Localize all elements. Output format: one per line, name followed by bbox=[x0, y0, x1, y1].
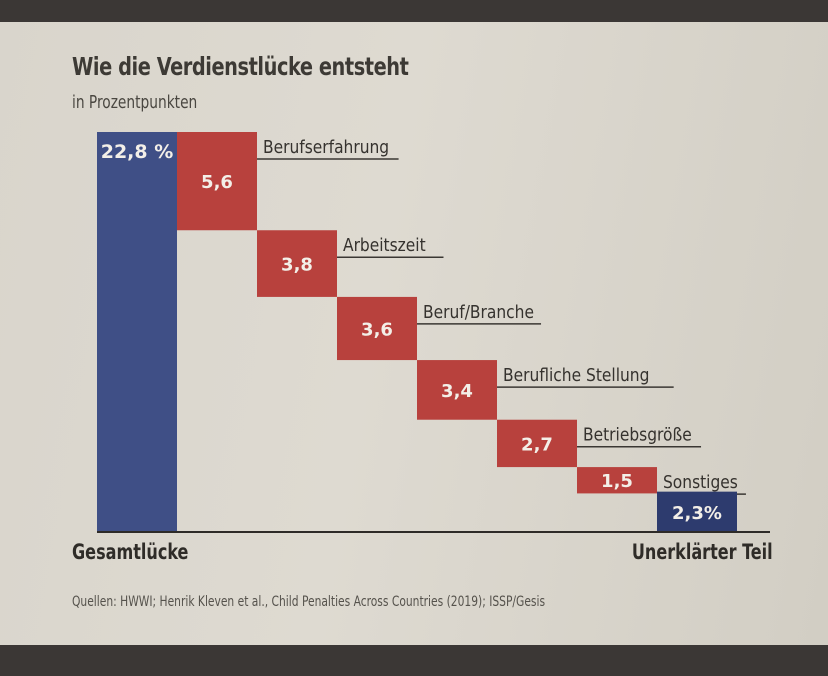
chart-title: Wie die Verdienstlücke entsteht bbox=[72, 52, 409, 81]
component-value-label: 1,5 bbox=[601, 471, 633, 492]
component-bar bbox=[497, 419, 577, 468]
source-note: Quellen: HWWI; Henrik Kleven et al., Chi… bbox=[72, 594, 546, 610]
component-label: Arbeitszeit bbox=[343, 234, 426, 255]
component-bar bbox=[337, 296, 417, 361]
component-label: Berufliche Stellung bbox=[503, 364, 649, 385]
total-bar bbox=[97, 132, 177, 532]
component-label: Sonstiges bbox=[663, 471, 738, 492]
component-bar bbox=[177, 132, 257, 231]
residual-bar bbox=[657, 491, 737, 532]
component-value-label: 3,8 bbox=[281, 255, 313, 276]
chart-subtitle: in Prozentpunkten bbox=[72, 92, 198, 113]
component-label: Berufserfahrung bbox=[263, 136, 389, 157]
component-bar bbox=[417, 360, 497, 420]
component-value-label: 3,6 bbox=[361, 319, 393, 340]
total-value-label: 22,8 % bbox=[101, 141, 174, 163]
residual-value-label: 2,3% bbox=[672, 503, 722, 524]
component-value-label: 5,6 bbox=[201, 172, 233, 193]
component-value-label: 2,7 bbox=[521, 434, 553, 455]
component-bar bbox=[257, 230, 337, 297]
total-label: Gesamtlücke bbox=[72, 540, 189, 564]
component-label: Beruf/Branche bbox=[423, 301, 534, 322]
component-bar bbox=[577, 467, 657, 494]
component-label: Betriebsgröße bbox=[583, 424, 692, 445]
residual-label: Unerklärter Teil bbox=[632, 540, 773, 564]
component-value-label: 3,4 bbox=[441, 381, 473, 402]
